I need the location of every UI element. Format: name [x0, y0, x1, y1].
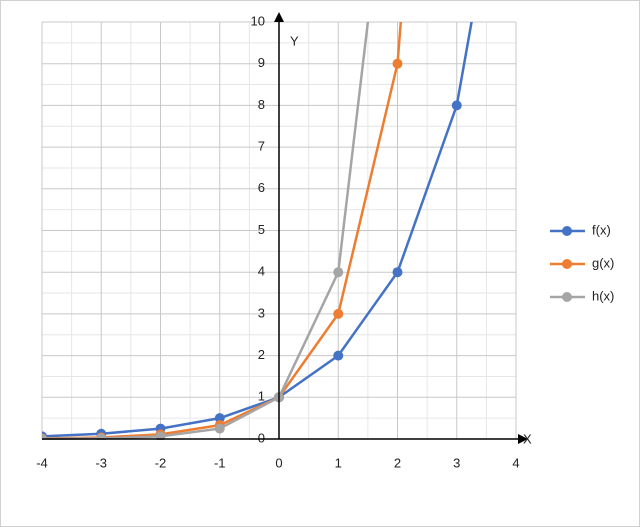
- x-tick-label: -4: [36, 455, 48, 470]
- point: [333, 350, 344, 361]
- y-tick-label: 6: [258, 180, 265, 195]
- x-tick-label: 4: [512, 455, 519, 470]
- y-tick-label: 4: [258, 264, 265, 279]
- y-tick-label: 0: [258, 430, 265, 445]
- x-tick-label: 1: [335, 455, 342, 470]
- y-tick-label: 3: [258, 305, 265, 320]
- y-axis-arrow: [274, 12, 284, 22]
- point: [333, 267, 344, 278]
- legend-marker: [562, 259, 572, 269]
- point: [333, 308, 344, 319]
- point: [451, 100, 462, 111]
- point: [392, 58, 403, 69]
- legend-label: g(x): [592, 255, 614, 270]
- x-axis-label: X: [523, 431, 532, 446]
- x-tick-label: 0: [275, 455, 282, 470]
- x-tick-label: 3: [453, 455, 460, 470]
- y-tick-label: 8: [258, 97, 265, 112]
- y-axis-label: Y: [290, 33, 299, 48]
- legend-marker: [562, 292, 572, 302]
- x-tick-label: -2: [155, 455, 167, 470]
- y-tick-label: 1: [258, 389, 265, 404]
- y-tick-label: 2: [258, 347, 265, 362]
- y-tick-label: 7: [258, 139, 265, 154]
- point: [392, 267, 403, 278]
- point: [214, 423, 225, 434]
- y-tick-label: 9: [258, 55, 265, 70]
- y-tick-label: 10: [251, 13, 265, 28]
- legend-marker: [562, 226, 572, 236]
- legend-label: h(x): [592, 288, 614, 303]
- point: [214, 413, 225, 424]
- x-tick-label: -3: [95, 455, 107, 470]
- x-tick-label: 2: [394, 455, 401, 470]
- legend-label: f(x): [592, 222, 611, 237]
- point: [155, 431, 166, 440]
- x-tick-label: -1: [214, 455, 226, 470]
- x-axis-arrow: [518, 434, 528, 444]
- y-tick-label: 5: [258, 222, 265, 237]
